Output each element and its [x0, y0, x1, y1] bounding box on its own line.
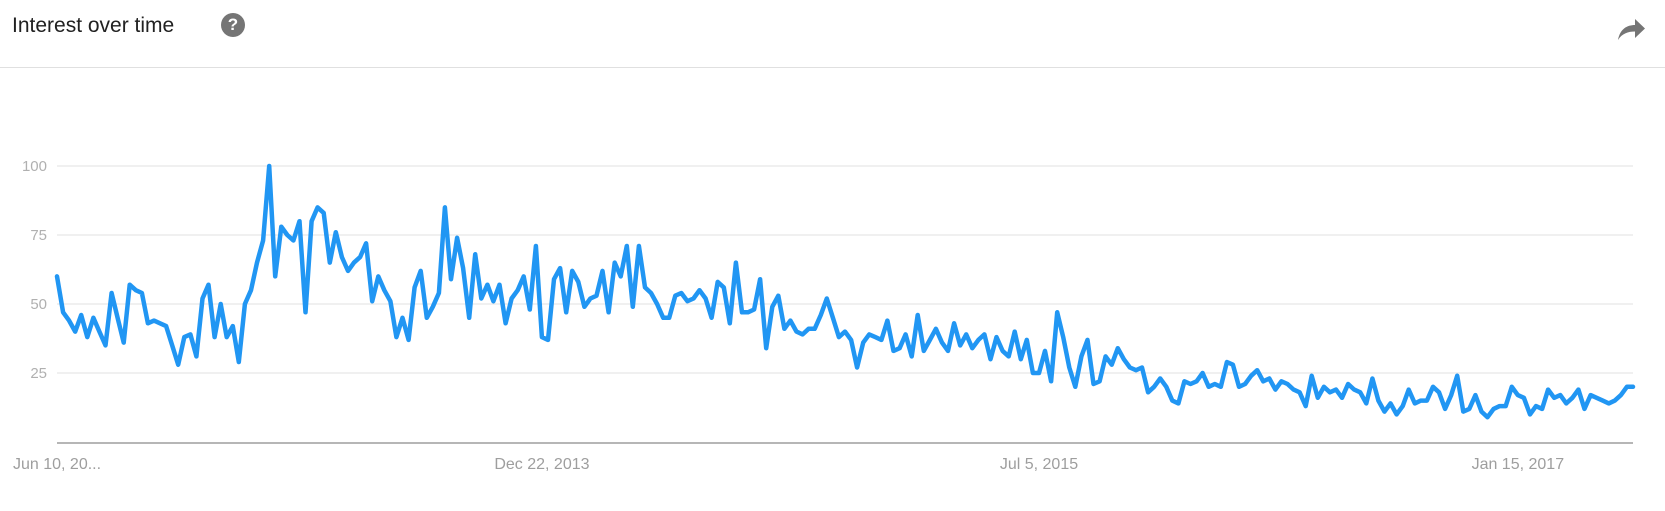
y-tick-label-25: 25: [30, 365, 47, 382]
series-line-interest: [54, 163, 1636, 420]
share-arrow-icon[interactable]: [1616, 16, 1646, 42]
chart-title: Interest over time: [12, 14, 175, 37]
y-tick-label-50: 50: [30, 296, 47, 313]
chart-header: Interest over time ?: [0, 0, 1665, 68]
x-tick-label-1: Dec 22, 2013: [494, 456, 589, 473]
interest-line-chart: 25 50 75 100 Jun 10, 20... Dec 22, 2013 Jul 5,…: [13, 158, 1636, 473]
x-tick-label-0: Jun 10, 20...: [13, 456, 101, 473]
y-tick-label-100: 100: [22, 158, 47, 175]
help-circle-icon[interactable]: ?: [221, 13, 245, 37]
x-tick-label-3: Jan 15, 2017: [1472, 456, 1565, 473]
x-tick-label-2: Jul 5, 2015: [1000, 456, 1078, 473]
y-tick-label-75: 75: [30, 227, 47, 244]
